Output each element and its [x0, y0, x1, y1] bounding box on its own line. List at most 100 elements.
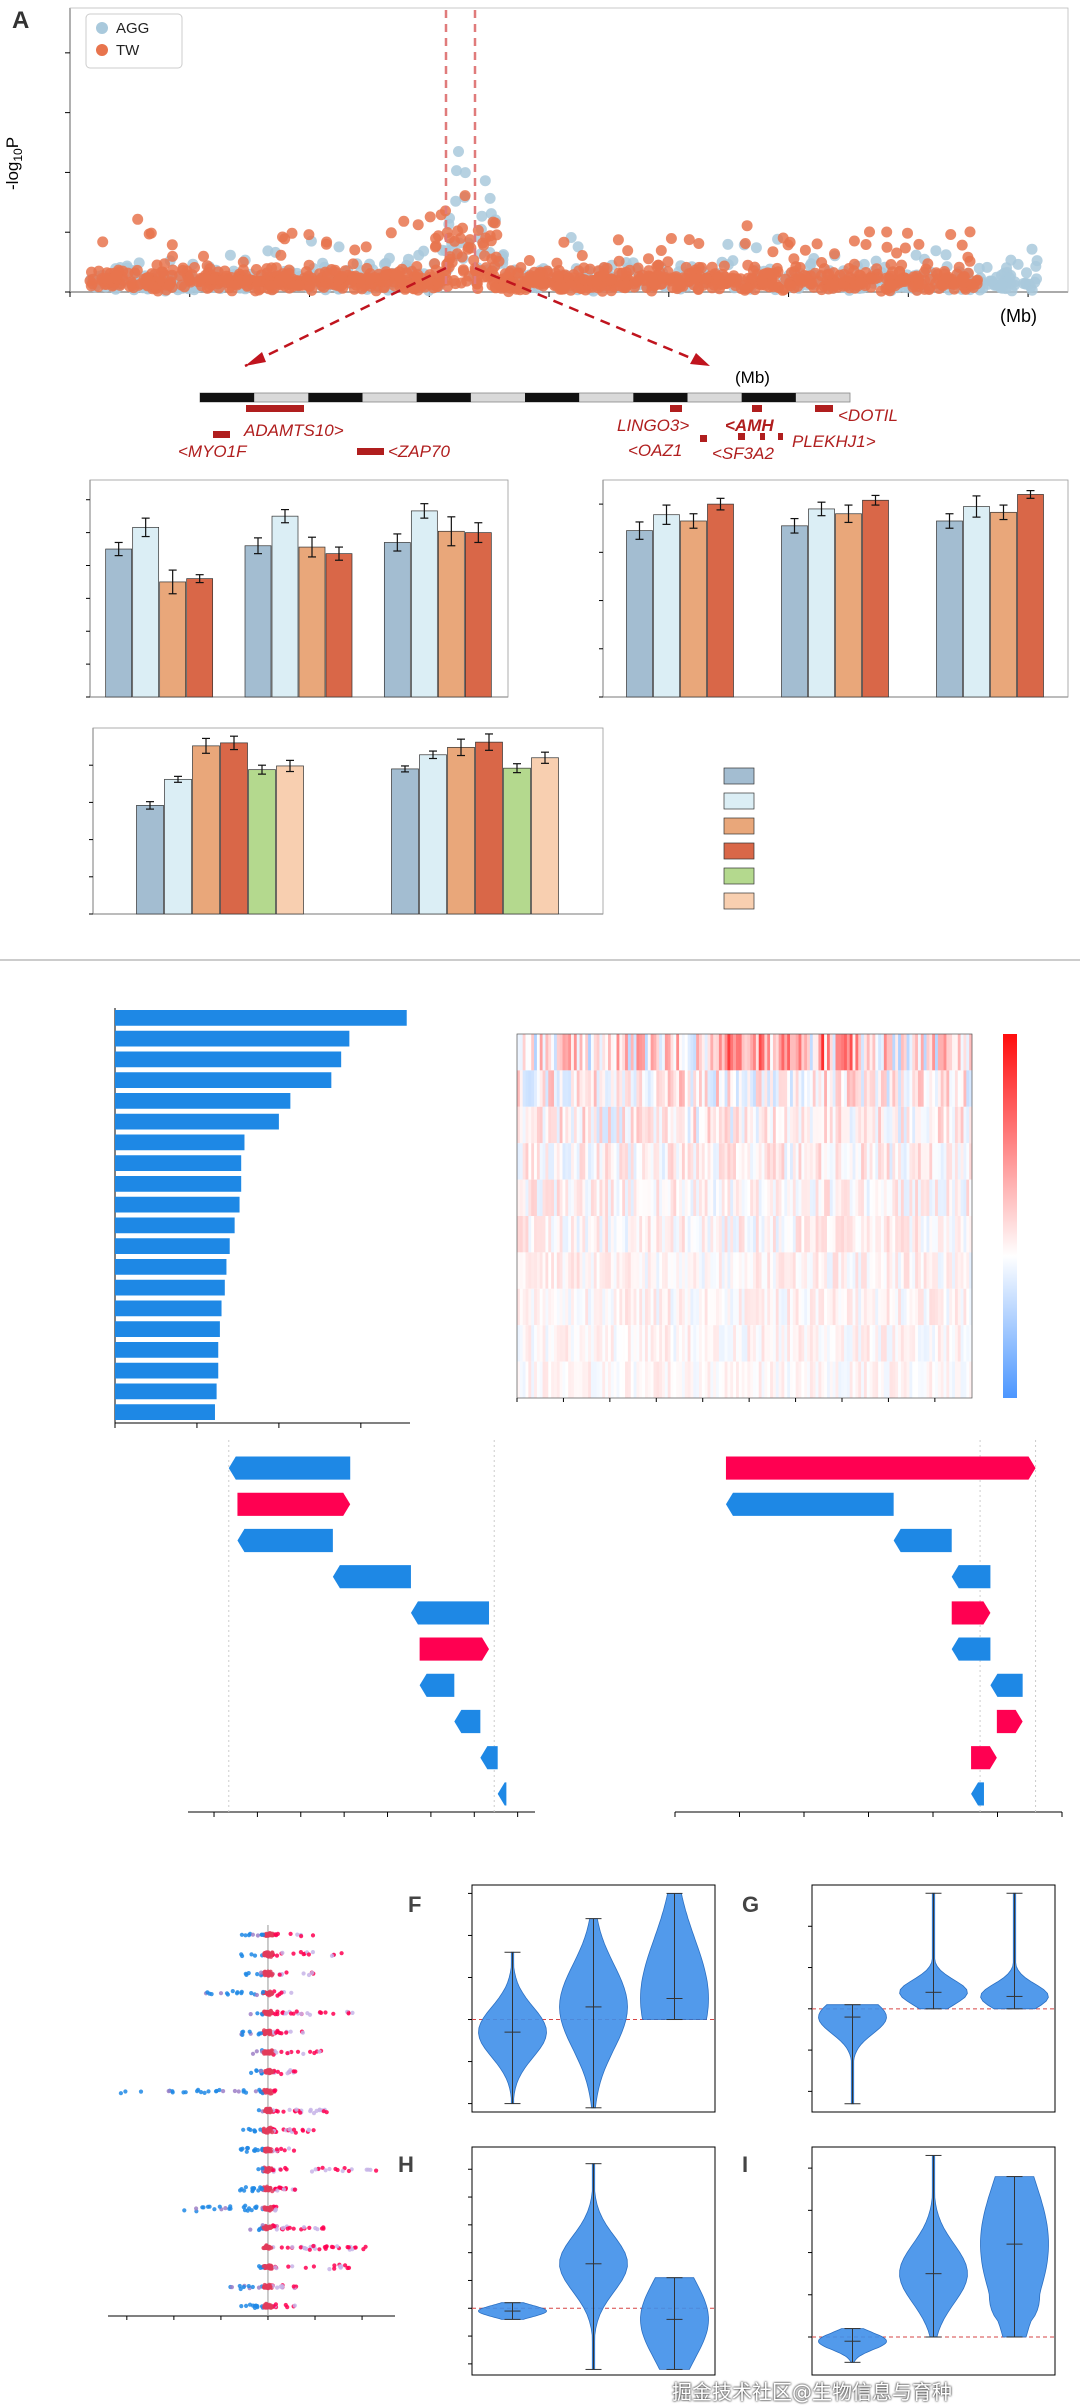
heatmap-cell	[534, 1361, 538, 1398]
heatmap-cell	[517, 1252, 521, 1289]
beeswarm-point	[232, 2088, 237, 2094]
agg-point	[910, 249, 922, 261]
beeswarm-point	[319, 2010, 324, 2015]
heatmap-cell	[568, 1325, 572, 1362]
beeswarm-point	[250, 2189, 255, 2194]
heatmap-cell	[869, 1070, 873, 1107]
heatmap-cell	[821, 1288, 825, 1326]
importance-bar	[115, 1196, 240, 1213]
heatmap-cell	[613, 1143, 617, 1180]
heatmap-cell	[883, 1070, 887, 1107]
heatmap-cell	[568, 1216, 572, 1253]
heatmap-cell	[750, 1288, 754, 1326]
heatmap-cell	[679, 1252, 683, 1289]
heatmap-cell	[966, 1288, 970, 1326]
heatmap-cell	[755, 1106, 760, 1144]
bar-chart-age-bf	[89, 727, 604, 915]
heatmap-cell	[588, 1288, 592, 1326]
heatmap-cell	[647, 1179, 651, 1216]
beeswarm-point	[243, 2203, 248, 2208]
heatmap-cell	[778, 1361, 782, 1398]
heatmap-cell	[553, 1216, 558, 1253]
heatmap-cell	[644, 1361, 649, 1398]
heatmap-cell	[613, 1361, 617, 1398]
plot-frame	[811, 2146, 1056, 2376]
heatmap-cell	[826, 1034, 831, 1071]
beeswarm-point	[239, 1932, 244, 1937]
heatmap-cell	[627, 1034, 632, 1071]
heatmap-cell	[809, 1361, 814, 1398]
heatmap-cell	[690, 1252, 694, 1289]
heatmap-cell	[829, 1143, 833, 1180]
heatmap-cell	[565, 1143, 569, 1180]
heatmap-cell	[716, 1143, 720, 1180]
heatmap-cell	[664, 1288, 669, 1326]
heatmap-cell	[932, 1325, 936, 1362]
beeswarm-point	[249, 1991, 254, 1996]
tw-point	[87, 273, 99, 285]
heatmap-cell	[915, 1361, 919, 1398]
tw-point	[434, 270, 446, 282]
beeswarm-point	[243, 2185, 248, 2190]
heatmap-cell	[906, 1325, 910, 1362]
heatmap-cell	[844, 1106, 848, 1144]
heatmap-cell	[906, 1252, 910, 1289]
heatmap-cell	[553, 1252, 558, 1289]
heatmap-cell	[781, 1143, 785, 1180]
heatmap-cell	[650, 1252, 654, 1289]
heatmap-cell	[892, 1361, 896, 1398]
heatmap-cell	[886, 1034, 890, 1071]
heatmap-cell	[735, 1252, 740, 1289]
beeswarm-point	[250, 2303, 256, 2308]
heatmap-cell	[849, 1143, 853, 1180]
tw-point	[122, 267, 134, 279]
agg-point	[224, 249, 236, 261]
beeswarm-point	[241, 2284, 246, 2290]
heatmap-cell	[539, 1034, 543, 1071]
heatmap-cell	[929, 1179, 933, 1216]
heatmap-cell	[815, 1361, 819, 1398]
heatmap-cell	[693, 1288, 697, 1326]
beeswarm-point	[327, 2267, 332, 2272]
heatmap-cell	[821, 1034, 825, 1071]
heatmap-cell	[528, 1070, 532, 1107]
heatmap-cell	[906, 1106, 910, 1144]
heatmap-cell	[616, 1216, 620, 1253]
heatmap-cell	[920, 1325, 924, 1362]
beeswarm-point	[275, 1993, 280, 1998]
tw-point	[552, 270, 564, 282]
heatmap-cell	[920, 1034, 924, 1071]
heatmap-cell	[659, 1106, 663, 1144]
heatmap-cell	[866, 1216, 870, 1253]
heatmap-cell	[875, 1288, 879, 1326]
heatmap-cell	[818, 1216, 822, 1253]
heatmap-cell	[684, 1325, 688, 1362]
beeswarm-point	[307, 2127, 312, 2133]
importance-bar	[115, 1342, 219, 1358]
heatmap-cell	[781, 1179, 785, 1216]
beeswarm-point	[291, 2127, 297, 2132]
heatmap-cell	[747, 1288, 751, 1326]
heatmap-cell	[639, 1361, 643, 1398]
heatmap-cell	[878, 1070, 882, 1107]
beeswarm-point	[269, 2108, 274, 2113]
beeswarm-point	[300, 2030, 305, 2035]
tw-point	[665, 233, 677, 244]
beeswarm-point	[299, 2011, 304, 2016]
heatmap-cell	[835, 1216, 839, 1253]
heatmap-cell	[653, 1034, 657, 1071]
heatmap-cell	[744, 1252, 748, 1289]
heatmap-cell	[872, 1070, 876, 1107]
heatmap-cell	[735, 1361, 740, 1398]
beeswarm-point	[255, 1933, 260, 1938]
heatmap-cell	[775, 1361, 779, 1398]
heatmap-cell	[940, 1034, 944, 1071]
heatmap-cell	[790, 1106, 794, 1144]
tw-point	[430, 232, 442, 244]
heatmap-cell	[790, 1143, 794, 1180]
tw-point	[718, 260, 730, 272]
heatmap-cell	[630, 1034, 634, 1071]
heatmap-cell	[915, 1070, 919, 1107]
heatmap-cell	[849, 1034, 853, 1071]
heatmap-cell	[846, 1070, 851, 1107]
